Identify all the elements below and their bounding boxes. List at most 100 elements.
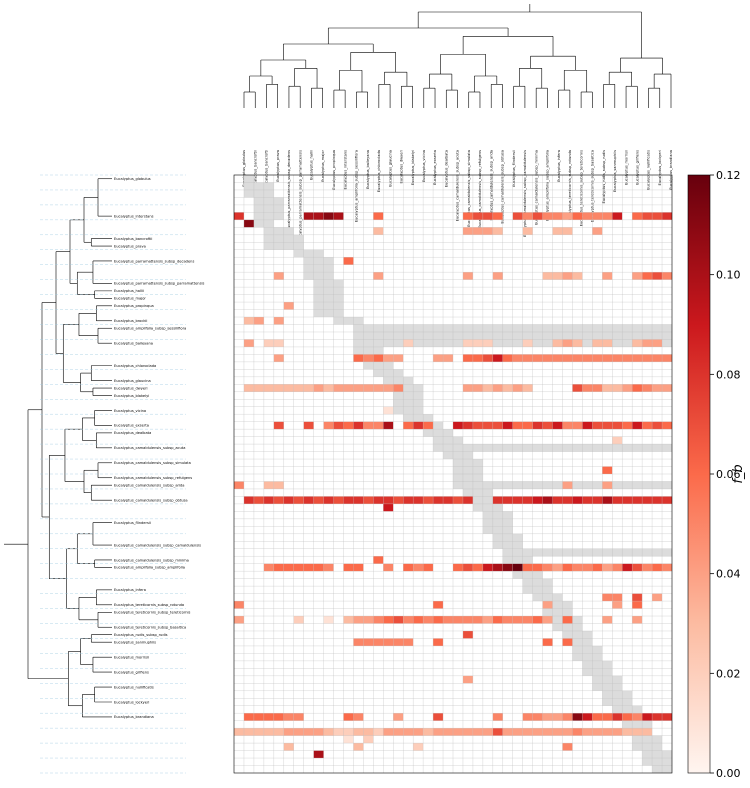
heatmap-cell: [562, 481, 573, 489]
missing-cell: [492, 533, 523, 542]
colorbar-tick-label: 0.10: [716, 269, 741, 282]
row-labels: Eucalyptus_globulus Eucalyptus_interstans…: [40, 174, 204, 774]
heatmap-cell: [273, 421, 284, 430]
heatmap-cell: [642, 728, 653, 736]
heatmap-cell: [572, 212, 583, 220]
heatmap-cell: [632, 421, 643, 430]
column-label: Eucalyptus_dwyeri: [400, 150, 404, 184]
heatmap-cell: [632, 496, 643, 504]
heatmap-cell: [353, 728, 364, 736]
heatmap-cell: [363, 728, 374, 736]
missing-cell: [243, 175, 254, 183]
row-label: Eucalyptus_camaldulensis_subsp_minima: [114, 558, 189, 562]
heatmap-cell: [522, 421, 533, 430]
heatmap-cell: [243, 317, 254, 325]
heatmap-cell: [592, 728, 603, 736]
heatmap-cell: [413, 496, 424, 504]
heatmap-cell: [353, 743, 364, 751]
heatmap-cell: [453, 563, 463, 572]
column-label: Eucalyptus_amplifolia_subsp_sessiliflora: [355, 150, 359, 222]
heatmap-cell: [552, 227, 563, 235]
column-label: Eucalyptus_grifiens: [635, 150, 639, 185]
heatmap-cell: [542, 728, 553, 736]
heatmap-cell: [642, 563, 653, 572]
missing-cell: [522, 578, 553, 587]
heatmap-cell: [343, 563, 354, 572]
heatmap-cell: [353, 638, 364, 646]
heatmap-cell: [502, 728, 513, 736]
heatmap-cell: [363, 638, 374, 646]
row-label: Eucalyptus_tereticornis_subsp_tereticorn…: [114, 611, 191, 615]
row-label: Eucalyptus_hallii: [114, 289, 144, 293]
missing-cell: [243, 189, 274, 198]
heatmap-cell: [612, 212, 623, 220]
heatmap-cell: [512, 212, 523, 220]
heatmap-cell: [472, 728, 483, 736]
column-label: Eucalyptus_interstans: [343, 150, 347, 190]
heatmap-cell: [592, 212, 603, 220]
missing-cell: [482, 518, 513, 527]
row-label: Eucalyptus_morrisii: [114, 655, 149, 659]
heatmap-cell: [482, 227, 493, 235]
heatmap-cell: [234, 212, 244, 220]
heatmap-cell: [642, 354, 653, 362]
heatmap-cell: [572, 384, 583, 392]
missing-cell: [353, 346, 384, 355]
heatmap-cell: [652, 421, 663, 430]
heatmap-cell: [602, 496, 613, 504]
row-label: Eucalyptus_sanmuphiis: [114, 640, 156, 644]
heatmap-cell: [363, 384, 374, 392]
heatmap-cell: [273, 481, 284, 489]
heatmap-cell: [472, 339, 483, 347]
heatmap-cell: [363, 496, 374, 504]
heatmap-cell: [403, 496, 414, 504]
row-label: Eucalyptus_flindersii: [114, 521, 151, 525]
heatmap-cell: [462, 630, 473, 639]
column-label: Eucalyptus_major: [321, 149, 325, 181]
heatmap-cell: [403, 638, 414, 646]
heatmap-cell: [443, 354, 453, 362]
heatmap-cell: [562, 713, 573, 721]
missing-cell: [492, 541, 523, 549]
heatmap-cell: [403, 616, 414, 624]
heatmap-cell: [632, 272, 643, 280]
heatmap-cell: [522, 339, 533, 347]
heatmap-cell: [253, 728, 264, 736]
heatmap-cell: [293, 384, 304, 392]
heatmap-cell: [453, 496, 463, 504]
heatmap-cell: [323, 421, 334, 430]
row-label: Eucalyptus_camaldulensis_subsp_arida: [114, 484, 185, 488]
column-label: Eucalyptus_globulus: [242, 150, 246, 187]
column-label: Eucalyptus_dealbata: [444, 150, 448, 187]
heatmap-cell: [403, 728, 414, 736]
heatmap-cell: [542, 601, 553, 609]
heatmap-cell: [572, 339, 583, 347]
heatmap-cell: [582, 354, 593, 362]
row-label: Eucalyptus_infera: [114, 588, 146, 592]
row-label: Eucalyptus_lockyeri: [114, 700, 149, 704]
colorbar-tick-label: 0.04: [716, 568, 741, 581]
heatmap-cell: [662, 212, 672, 220]
heatmap-cell: [592, 227, 603, 235]
heatmap-cell: [413, 616, 424, 624]
heatmap-cell: [542, 354, 553, 362]
heatmap-cell: [472, 227, 483, 235]
missing-cell: [552, 623, 583, 631]
heatmap-cell: [373, 227, 384, 235]
heatmap-cell: [243, 384, 254, 392]
heatmap-cell: [482, 563, 493, 572]
heatmap-cell: [502, 616, 513, 624]
heatmap-cell: [602, 713, 613, 721]
heatmap-cell: [522, 616, 533, 624]
heatmap-cell: [413, 563, 424, 572]
missing-cell: [612, 705, 643, 714]
heatmap-cell: [383, 728, 394, 736]
column-label: Eucalyptus_camaldulensis_subsp_refulgens: [478, 150, 482, 228]
heatmap-cell: [313, 563, 324, 572]
heatmap-cell: [393, 616, 404, 624]
heatmap-cell: [373, 354, 384, 362]
heatmap-cell: [532, 212, 543, 220]
heatmap-cell: [413, 421, 424, 430]
heatmap-cell: [542, 638, 553, 646]
heatmap-cell: [243, 728, 254, 736]
